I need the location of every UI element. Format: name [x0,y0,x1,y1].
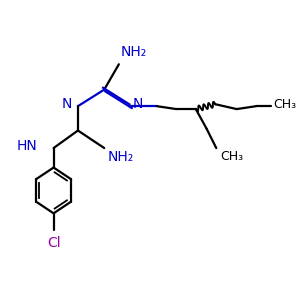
Text: N: N [133,97,143,111]
Text: NH₂: NH₂ [121,45,147,59]
Text: Cl: Cl [47,236,60,250]
Text: CH₃: CH₃ [220,150,243,163]
Text: HN: HN [16,139,37,153]
Text: N: N [62,97,72,111]
Text: CH₃: CH₃ [274,98,297,111]
Text: NH₂: NH₂ [107,150,134,164]
